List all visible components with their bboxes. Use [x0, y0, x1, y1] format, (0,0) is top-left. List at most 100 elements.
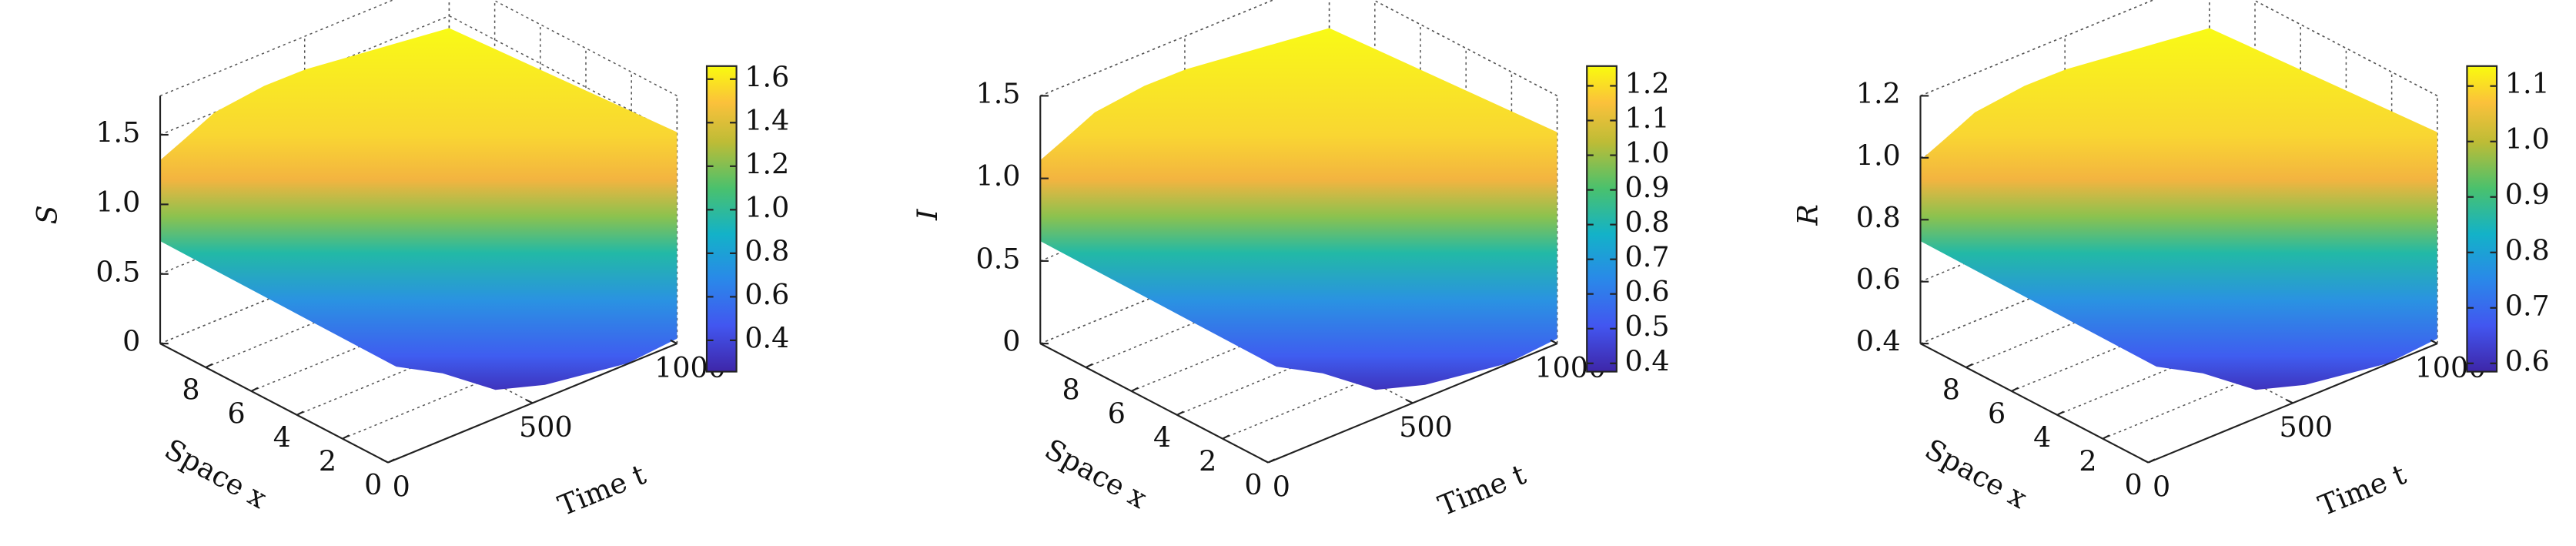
- y-tick-label: 4: [2033, 420, 2051, 454]
- box-edge: [492, 0, 677, 97]
- y-tick-label: 8: [1062, 373, 1080, 407]
- y-axis: [1919, 343, 2149, 464]
- x-tick: [525, 399, 534, 404]
- y-tick: [205, 363, 213, 368]
- z-tick-label: 1.0: [1856, 139, 1901, 172]
- y-tick: [1965, 363, 1973, 368]
- colorbar-tick-label: 0.8: [1625, 206, 1670, 239]
- grid-line: [1039, 0, 1275, 97]
- colorbar-tick-label: 0.9: [2505, 178, 2550, 211]
- y-tick-label: 2: [319, 444, 336, 477]
- colorbar-tick-label: 0.4: [744, 321, 789, 354]
- x-tick-label: 500: [519, 410, 573, 444]
- x-tick: [380, 458, 389, 464]
- y-tick-label: 2: [1199, 444, 1216, 477]
- colorbar-tick-label: 0.7: [1625, 240, 1670, 273]
- y-tick: [1267, 458, 1276, 464]
- z-axis-label: S: [31, 205, 64, 224]
- colorbar: [2466, 65, 2498, 373]
- x-tick: [2286, 399, 2293, 404]
- grid-line: [2252, 0, 2438, 97]
- z-axis-label: R: [1791, 204, 1824, 226]
- colorbar-tick-label: 1.2: [744, 147, 789, 180]
- box-edge: [159, 0, 395, 97]
- x-tick: [1405, 399, 1413, 404]
- z-tick-label: 0: [1002, 325, 1020, 358]
- y-tick-label: 6: [1108, 397, 1126, 430]
- y-tick: [1131, 387, 1139, 392]
- y-tick: [1222, 434, 1230, 440]
- x-tick: [1550, 339, 1558, 345]
- colorbar: [1586, 65, 1618, 373]
- colorbar-tick-label: 0.9: [1625, 171, 1670, 204]
- colorbar-tick-label: 0.5: [1625, 310, 1670, 343]
- x-tick-label: 0: [1273, 470, 1290, 503]
- colorbar-tick-label: 1.1: [2505, 67, 2550, 100]
- y-tick-label: 2: [2079, 444, 2096, 477]
- colorbar-tick-label: 1.0: [744, 191, 789, 224]
- z-tick-label: 0.5: [95, 255, 140, 288]
- y-tick-label: 6: [228, 397, 246, 430]
- surface: [1920, 28, 2437, 390]
- z-tick-label: 1.5: [976, 77, 1021, 110]
- y-tick-label: 8: [182, 373, 199, 407]
- x-tick-label: 0: [2153, 470, 2170, 503]
- y-tick-label: 4: [273, 420, 291, 454]
- grid-line: [1372, 0, 1557, 97]
- x-tick: [1261, 458, 1269, 464]
- colorbar-tick-label: 1.4: [744, 104, 789, 137]
- y-tick-label: 8: [1942, 373, 1960, 407]
- y-tick: [2147, 458, 2156, 464]
- colorbar-tick-label: 1.6: [744, 60, 789, 93]
- z-axis-label: I: [911, 209, 944, 221]
- y-axis-label: Space x: [1039, 432, 1153, 515]
- grid-line: [1920, 0, 2155, 97]
- z-tick-label: 0.5: [976, 242, 1021, 275]
- colorbar-tick-label: 0.8: [744, 234, 789, 267]
- y-tick: [342, 434, 350, 440]
- y-tick: [250, 387, 259, 392]
- y-tick-label: 4: [1153, 420, 1171, 454]
- z-tick-label: 1.2: [1856, 77, 1901, 110]
- y-tick: [387, 458, 396, 464]
- x-axis-label: Time t: [554, 457, 651, 522]
- y-tick: [2056, 410, 2065, 416]
- y-tick-label: 0: [2125, 468, 2143, 501]
- surface: [1040, 28, 1557, 390]
- colorbar: [705, 65, 738, 373]
- colorbar-tick-label: 1.1: [1625, 102, 1670, 135]
- colorbar-tick-label: 0.6: [1625, 275, 1670, 308]
- x-tick: [670, 339, 677, 345]
- colorbar-tick-label: 0.6: [2505, 344, 2550, 377]
- y-axis: [1039, 343, 1269, 464]
- colorbar-tick-label: 0.4: [1625, 344, 1670, 377]
- x-tick-label: 500: [2280, 410, 2333, 444]
- x-axis-label: Time t: [2313, 457, 2410, 522]
- x-tick-label: 500: [1399, 410, 1453, 444]
- z-tick-label: 0.8: [1856, 201, 1901, 234]
- y-tick-label: 0: [1244, 468, 1262, 501]
- colorbar-tick-label: 0.6: [744, 278, 789, 311]
- y-tick: [296, 410, 304, 416]
- y-tick: [2011, 387, 2019, 392]
- colorbar-tick-label: 1.0: [2505, 122, 2550, 156]
- x-tick: [2430, 339, 2438, 345]
- z-tick-label: 0: [122, 325, 140, 358]
- z-tick-label: 1.5: [95, 116, 140, 149]
- z-tick-label: 1.0: [95, 186, 140, 219]
- y-tick-label: 6: [1988, 397, 2006, 430]
- y-axis-label: Space x: [159, 432, 273, 515]
- colorbar-tick-label: 1.0: [1625, 136, 1670, 169]
- colorbar-tick-label: 0.7: [2505, 289, 2550, 322]
- x-tick-label: 0: [393, 470, 410, 503]
- y-tick: [1085, 363, 1093, 368]
- y-tick-label: 0: [364, 468, 382, 501]
- y-axis: [159, 343, 389, 464]
- y-axis-label: Space x: [1919, 432, 2032, 515]
- colorbar-tick-label: 0.8: [2505, 233, 2550, 266]
- y-tick: [1176, 410, 1184, 416]
